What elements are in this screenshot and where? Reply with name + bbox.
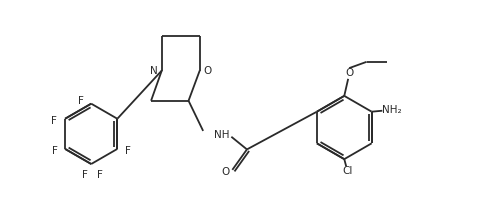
Text: N: N [150,65,158,76]
Text: O: O [345,67,352,78]
Text: F: F [125,146,131,156]
Text: F: F [51,116,57,126]
Text: NH: NH [213,130,229,140]
Text: O: O [221,167,229,177]
Text: F: F [82,170,88,180]
Text: O: O [203,65,211,76]
Text: F: F [78,96,83,106]
Text: Cl: Cl [341,166,352,176]
Text: NH₂: NH₂ [382,105,401,115]
Text: F: F [52,146,58,156]
Text: F: F [97,170,102,180]
